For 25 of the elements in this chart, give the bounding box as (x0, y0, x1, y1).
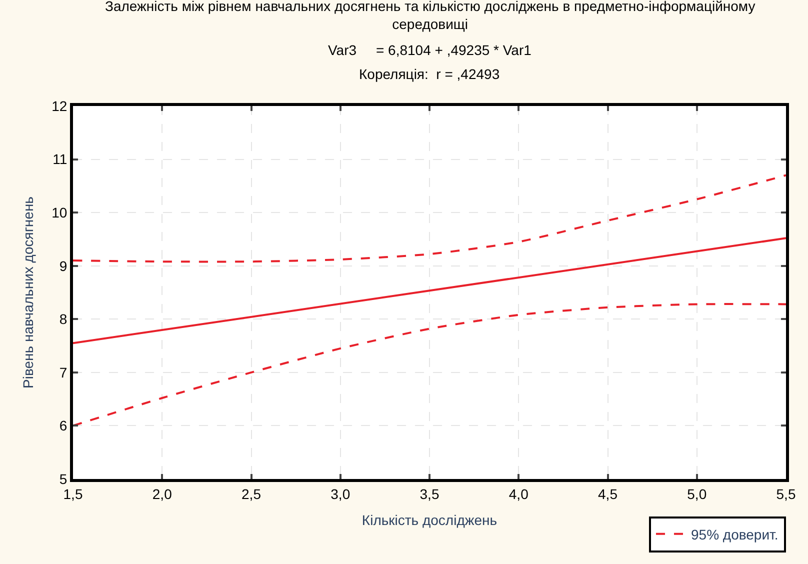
y-tick-label: 12 (52, 98, 68, 114)
text: Кореляція: r = ,42493 (359, 66, 500, 82)
y-tick-label: 10 (52, 204, 68, 220)
y-tick-label: 5 (59, 470, 68, 487)
y-tick-label: 6 (59, 418, 68, 434)
x-axis-title: Кількість досліджень (362, 512, 498, 528)
x-tick-label: 5,5 (776, 486, 796, 502)
x-tick-label: 3,5 (420, 486, 440, 502)
line-series (73, 303, 786, 427)
chart-subtitle: Var3 = 6,8104 + ,49235 * Var1 (328, 42, 532, 58)
y-tick-label: 8 (59, 311, 68, 328)
x-tick-label: 5,0 (687, 486, 707, 502)
x-tick-label: 1,5 (63, 486, 83, 502)
y-axis-title: Рівень навчальних досягнень (20, 196, 36, 388)
y-tick-label: 11 (52, 151, 68, 168)
x-tick-label: 2,5 (242, 486, 262, 502)
x-tick-label: 3,0 (330, 486, 350, 502)
chart-title: Залежність між рівнем навчальних досягнень та кількістю досліджень в предметно-інформаційному середовищі (105, 0, 756, 32)
y-tick-label: 9 (59, 258, 68, 274)
line-series (73, 174, 786, 263)
y-tick-label: 7 (59, 364, 68, 380)
x-tick-label: 2,0 (152, 486, 172, 502)
x-tick-label: 4,0 (508, 486, 529, 502)
x-tick-label: 4,5 (598, 486, 618, 502)
legend-label: 95% доверит. (691, 526, 778, 542)
